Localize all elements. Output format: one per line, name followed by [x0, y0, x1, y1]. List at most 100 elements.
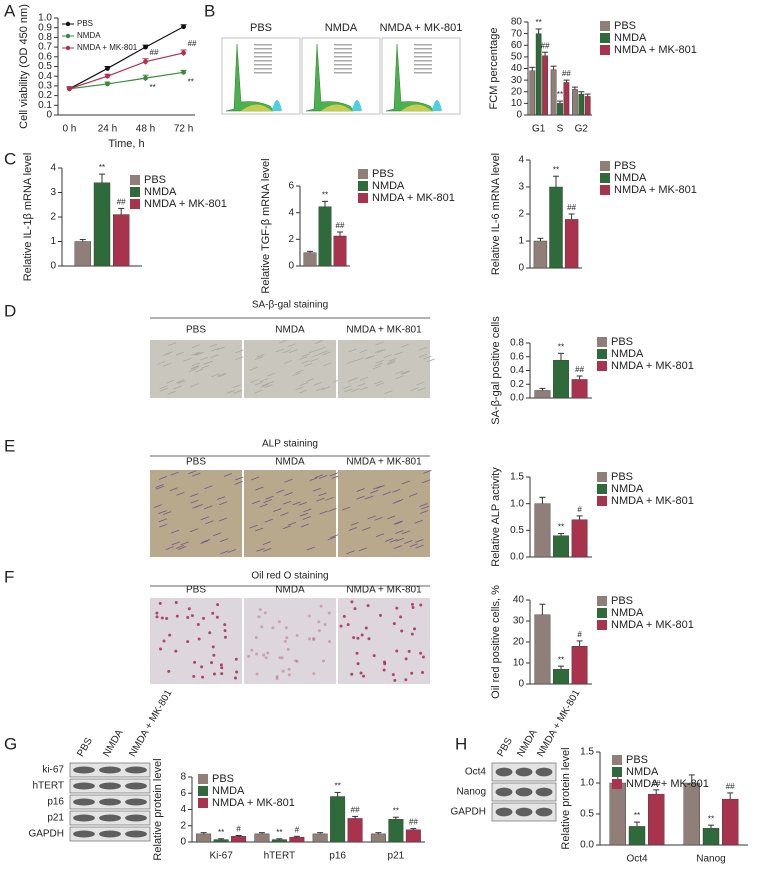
annotation: ## — [652, 779, 661, 788]
y-axis-label: SA-β-gal positive cells — [490, 316, 502, 425]
blot-row-label: GAPDH — [28, 829, 64, 840]
stain-dot — [383, 660, 387, 664]
stain-fiber — [382, 491, 391, 496]
legend-label: PBS — [614, 20, 636, 32]
flow-peak — [305, 43, 355, 112]
stain-dot — [223, 623, 227, 627]
bar — [196, 833, 212, 843]
stain-fiber — [188, 368, 198, 372]
stain-fiber — [375, 341, 384, 346]
stain-fiber — [235, 349, 244, 354]
y-tick-label: 0.7 — [38, 42, 52, 53]
stain-dot — [211, 645, 215, 649]
legend-marker — [65, 45, 71, 51]
bar — [564, 219, 579, 269]
panel-letter: H — [455, 734, 467, 753]
stain-dot — [395, 649, 399, 653]
stain-fiber — [193, 351, 202, 356]
stain-fiber — [319, 474, 328, 479]
stain-fiber — [343, 385, 352, 389]
flow-stats — [334, 64, 352, 66]
stain-dot — [197, 637, 201, 641]
stain-dot — [350, 672, 354, 676]
stain-fiber — [404, 540, 413, 544]
stain-fiber — [374, 380, 383, 385]
stain-dot — [395, 606, 399, 610]
flow-g2 — [432, 100, 442, 111]
annotation: # — [577, 630, 582, 639]
stain-fiber — [423, 355, 432, 360]
stain-fiber — [227, 549, 237, 553]
stain-fiber — [166, 379, 175, 384]
stain-dot — [360, 633, 364, 637]
stain-fiber — [278, 339, 288, 344]
legend-swatch — [130, 175, 140, 185]
stain-dot — [362, 674, 366, 678]
x-tick-label: 72 h — [174, 124, 193, 135]
blot-band — [73, 814, 95, 822]
blot-band — [495, 767, 513, 777]
blot-row-label: Nanog — [457, 787, 486, 798]
legend-swatch — [597, 608, 607, 618]
bar — [93, 182, 111, 267]
stain-fiber — [317, 346, 326, 351]
stain-fiber — [217, 372, 226, 377]
staining-label: NMDA — [275, 325, 305, 336]
bar — [231, 836, 247, 843]
stain-fiber — [299, 512, 309, 517]
stain-fiber — [392, 489, 401, 493]
stain-dot — [201, 675, 205, 679]
legend-label: NMDA — [611, 607, 644, 619]
legend-swatch — [600, 173, 610, 183]
stain-fiber — [393, 520, 403, 525]
stain-dot — [287, 673, 291, 677]
flow-label: PBS — [250, 22, 272, 34]
stain-dot — [356, 662, 360, 666]
annotation: ## — [541, 41, 550, 50]
stain-fiber — [370, 489, 379, 494]
flow-stats — [334, 60, 352, 62]
flow-s — [401, 104, 432, 111]
stain-dot — [367, 637, 371, 641]
bar — [529, 70, 536, 116]
stain-fiber — [282, 500, 292, 505]
x-tick-label: Oct4 — [626, 854, 648, 865]
staining-label: NMDA + MK-801 — [346, 325, 422, 336]
bar — [571, 519, 588, 558]
stain-fiber — [366, 355, 376, 359]
y-tick-label: 0.5 — [510, 525, 524, 536]
blot-band — [515, 807, 533, 817]
blot-row-label: Oct4 — [465, 767, 487, 778]
stain-fiber — [195, 368, 204, 373]
y-tick-label: 0.0 — [510, 552, 524, 563]
stain-dot — [260, 625, 264, 629]
annotation: ** — [708, 814, 714, 823]
stain-fiber — [389, 539, 398, 543]
legend-swatch — [597, 337, 607, 347]
stain-dot — [421, 671, 425, 675]
stain-fiber — [419, 503, 428, 507]
y-tick-label: 60 — [511, 40, 523, 51]
legend-swatch — [600, 45, 610, 55]
blot-row-label: p16 — [47, 797, 64, 808]
stain-fiber — [220, 550, 229, 555]
stain-fiber — [262, 541, 271, 545]
stain-fiber — [301, 353, 311, 357]
annotation: ** — [553, 165, 559, 174]
bar — [534, 390, 551, 399]
y-tick-label: 0.5 — [38, 61, 52, 72]
legend-swatch — [600, 21, 610, 31]
stain-fiber — [426, 358, 435, 363]
legend-marker — [65, 33, 71, 39]
stain-fiber — [375, 382, 385, 387]
bar — [550, 69, 557, 116]
stain-fiber — [204, 505, 213, 510]
stain-dot — [264, 656, 268, 660]
stain-fiber — [153, 504, 162, 509]
legend-swatch — [358, 181, 368, 191]
stain-fiber — [201, 364, 210, 369]
legend-label: NMDA + MK-801 — [611, 495, 694, 507]
stain-fiber — [355, 357, 364, 362]
stain-fiber — [188, 470, 197, 475]
x-tick-label: 0 h — [62, 124, 76, 135]
